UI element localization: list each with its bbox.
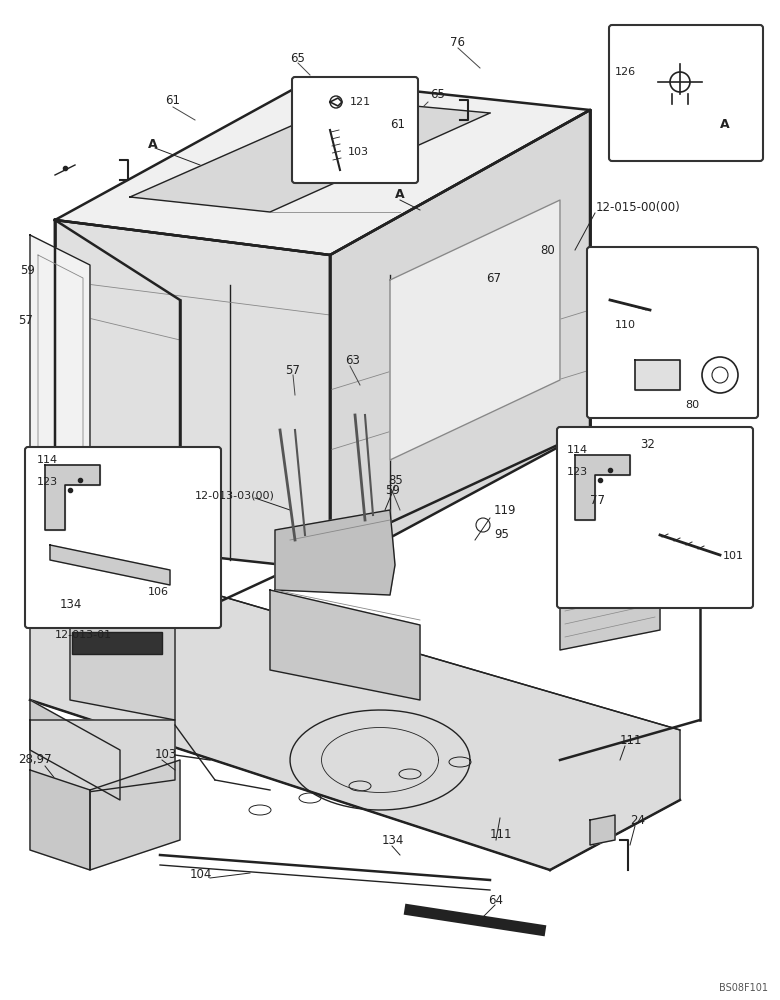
Text: 123: 123 <box>567 467 588 477</box>
Text: 24: 24 <box>630 814 645 826</box>
FancyBboxPatch shape <box>609 25 763 161</box>
Text: 101: 101 <box>723 551 744 561</box>
Polygon shape <box>575 455 630 520</box>
Text: 119: 119 <box>494 504 516 516</box>
Text: 121: 121 <box>350 97 371 107</box>
Polygon shape <box>390 200 560 460</box>
Text: 32: 32 <box>640 438 655 452</box>
Text: 80: 80 <box>685 400 699 410</box>
Polygon shape <box>70 600 175 720</box>
Text: BS08F101: BS08F101 <box>719 983 768 993</box>
Polygon shape <box>275 510 395 595</box>
Polygon shape <box>590 815 615 845</box>
Polygon shape <box>30 720 175 800</box>
Text: 65: 65 <box>430 89 445 102</box>
Text: 126: 126 <box>615 67 636 77</box>
FancyBboxPatch shape <box>25 447 221 628</box>
Text: 61: 61 <box>390 118 405 131</box>
Text: A: A <box>720 118 729 131</box>
Polygon shape <box>55 80 590 255</box>
Polygon shape <box>130 100 490 212</box>
Text: 61: 61 <box>165 94 180 106</box>
Text: A: A <box>148 138 158 151</box>
Text: 65: 65 <box>290 51 305 64</box>
Text: 85: 85 <box>388 474 402 487</box>
Polygon shape <box>30 590 680 870</box>
Polygon shape <box>30 770 90 870</box>
Text: 12-015-00(00): 12-015-00(00) <box>596 202 681 215</box>
Polygon shape <box>330 110 590 570</box>
Text: 123: 123 <box>37 477 58 487</box>
Polygon shape <box>55 220 330 570</box>
Text: 111: 111 <box>620 734 643 746</box>
FancyBboxPatch shape <box>557 427 753 608</box>
Text: 63: 63 <box>345 354 360 366</box>
Text: 28,97: 28,97 <box>18 754 51 766</box>
FancyBboxPatch shape <box>292 77 418 183</box>
Text: 103: 103 <box>155 748 177 762</box>
Text: 111: 111 <box>490 828 512 842</box>
Text: 59: 59 <box>20 263 35 276</box>
Text: 114: 114 <box>567 445 588 455</box>
Polygon shape <box>560 568 660 650</box>
Text: 103: 103 <box>348 147 369 157</box>
Text: 110: 110 <box>615 320 636 330</box>
Text: 106: 106 <box>148 587 169 597</box>
Polygon shape <box>45 465 100 530</box>
Text: A: A <box>395 188 405 202</box>
Text: 80: 80 <box>540 243 555 256</box>
Text: 64: 64 <box>488 894 503 906</box>
Text: 77: 77 <box>590 493 605 506</box>
Text: 59: 59 <box>385 484 400 496</box>
Text: 134: 134 <box>382 834 404 846</box>
Text: 57: 57 <box>18 314 33 326</box>
Text: 12-013-01: 12-013-01 <box>55 630 112 640</box>
Text: 67: 67 <box>486 271 501 284</box>
Text: 12-013-03(00): 12-013-03(00) <box>195 490 275 500</box>
Polygon shape <box>270 590 420 700</box>
Polygon shape <box>90 760 180 870</box>
Polygon shape <box>50 545 170 585</box>
Polygon shape <box>30 235 90 560</box>
Polygon shape <box>30 700 120 800</box>
Text: 114: 114 <box>37 455 58 465</box>
Polygon shape <box>635 360 680 390</box>
Text: 57: 57 <box>285 363 300 376</box>
Text: 134: 134 <box>60 598 83 611</box>
Polygon shape <box>55 220 180 620</box>
Text: 104: 104 <box>190 868 212 882</box>
Text: 76: 76 <box>450 35 465 48</box>
Text: 95: 95 <box>494 528 509 542</box>
FancyBboxPatch shape <box>587 247 758 418</box>
Bar <box>72 632 162 654</box>
